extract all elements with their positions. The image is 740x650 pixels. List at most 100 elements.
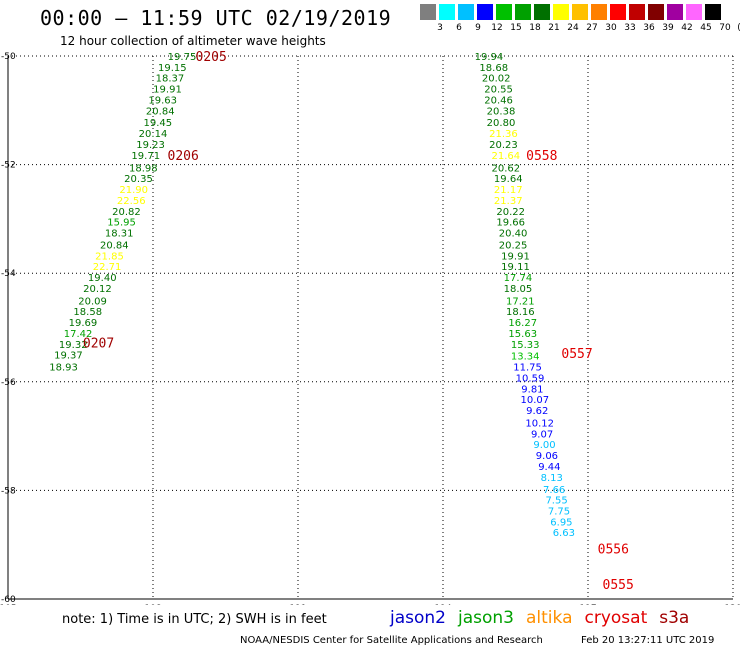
x-tick-label: 120 bbox=[724, 604, 740, 605]
swh-data-point: 20.46 bbox=[484, 95, 513, 106]
plot-grid bbox=[7, 55, 734, 600]
swh-data-point: 21.85 bbox=[95, 251, 124, 262]
scale-label: 18 bbox=[529, 23, 541, 33]
swh-data-point: 9.06 bbox=[536, 451, 558, 462]
swh-data-point: 18.05 bbox=[504, 284, 533, 295]
pass-time-label: 0206 bbox=[168, 149, 199, 164]
swh-data-point: 21.17 bbox=[494, 185, 523, 196]
swh-data-point: 21.37 bbox=[494, 196, 523, 207]
swh-data-point: 9.00 bbox=[533, 440, 555, 451]
swh-data-point: 20.14 bbox=[139, 129, 168, 140]
legend-item-jason3: jason3 bbox=[458, 608, 514, 628]
scale-swatch bbox=[667, 4, 683, 20]
swh-data-point: 20.23 bbox=[489, 140, 518, 151]
swh-data-point: 19.23 bbox=[136, 140, 165, 151]
swh-data-point: 20.09 bbox=[78, 296, 107, 307]
swh-data-point: 21.90 bbox=[119, 185, 148, 196]
chart-subtitle: 12 hour collection of altimeter wave hei… bbox=[60, 34, 326, 48]
scale-label: 45 bbox=[700, 23, 712, 33]
scale-swatch bbox=[496, 4, 512, 20]
scale-label: 6 bbox=[456, 23, 462, 33]
swh-data-point: 20.12 bbox=[83, 284, 112, 295]
scale-swatch bbox=[572, 4, 588, 20]
scale-swatch bbox=[591, 4, 607, 20]
scale-swatch bbox=[629, 4, 645, 20]
swh-data-point: 18.98 bbox=[129, 163, 158, 174]
swh-data-point: 18.37 bbox=[156, 74, 185, 85]
x-tick-label: 117 bbox=[579, 604, 596, 605]
pass-time-label: 0557 bbox=[561, 347, 592, 362]
swh-data-point: 9.62 bbox=[526, 406, 548, 417]
scale-label: 36 bbox=[643, 23, 655, 33]
scale-label: 3 bbox=[437, 23, 443, 33]
swh-data-point: 20.55 bbox=[484, 85, 513, 96]
pass-time-label: 0556 bbox=[598, 543, 629, 558]
swh-data-point: 18.93 bbox=[49, 363, 78, 374]
swh-data-point: 17.21 bbox=[506, 296, 535, 307]
swh-data-point: 20.80 bbox=[487, 118, 516, 129]
scale-label: 70 bbox=[719, 23, 731, 33]
scale-label: 15 bbox=[510, 23, 522, 33]
y-tick-label: -56 bbox=[1, 378, 16, 388]
pass-time-label: 0207 bbox=[83, 337, 114, 352]
swh-data-point: 15.95 bbox=[107, 218, 136, 229]
x-tick-label: 108 bbox=[144, 604, 161, 605]
swh-data-point: 20.38 bbox=[487, 106, 516, 117]
swh-data-point: 20.22 bbox=[496, 207, 525, 218]
plot-marks: 19.7519.1518.3719.9119.6320.8419.4520.14… bbox=[49, 50, 634, 593]
y-tick-label: -58 bbox=[1, 486, 16, 496]
swh-data-point: 17.74 bbox=[504, 273, 533, 284]
y-tick-label: -50 bbox=[1, 52, 16, 62]
swh-data-point: 21.36 bbox=[489, 129, 518, 140]
swh-data-point: 19.75 bbox=[168, 52, 197, 63]
swh-data-point: 19.91 bbox=[153, 85, 182, 96]
scale-swatch bbox=[458, 4, 474, 20]
scale-swatch bbox=[420, 4, 436, 20]
scale-swatch bbox=[610, 4, 626, 20]
legend-item-altika: altika bbox=[526, 608, 573, 628]
swh-data-point: 20.25 bbox=[499, 240, 528, 251]
swh-data-point: 7.55 bbox=[545, 496, 567, 507]
footer-note: note: 1) Time is in UTC; 2) SWH is in fe… bbox=[62, 612, 327, 627]
swh-data-point: 18.16 bbox=[506, 307, 535, 318]
swh-data-point: 6.95 bbox=[550, 517, 572, 528]
scale-label: 9 bbox=[475, 23, 481, 33]
swh-data-point: 19.40 bbox=[88, 273, 117, 284]
swh-data-point: 21.64 bbox=[492, 151, 521, 162]
swh-data-point: 19.63 bbox=[148, 95, 177, 106]
pass-time-label: 0558 bbox=[526, 149, 557, 164]
swh-data-point: 19.11 bbox=[501, 262, 530, 273]
swh-data-point: 13.34 bbox=[511, 352, 540, 363]
swh-data-point: 19.94 bbox=[475, 52, 504, 63]
scale-label: 42 bbox=[681, 23, 693, 33]
x-tick-label: 114 bbox=[434, 604, 451, 605]
x-tick-label: 105 bbox=[0, 604, 17, 605]
legend-item-jason2: jason2 bbox=[390, 608, 446, 628]
swh-data-point: 22.71 bbox=[93, 262, 122, 273]
scale-label: 33 bbox=[624, 23, 636, 33]
swh-data-point: 20.35 bbox=[124, 174, 153, 185]
scale-label: 24 bbox=[567, 23, 579, 33]
swh-data-point: 8.13 bbox=[541, 473, 563, 484]
scale-swatch bbox=[477, 4, 493, 20]
swh-data-point: 18.31 bbox=[105, 228, 134, 239]
scale-swatch bbox=[648, 4, 664, 20]
chart-title: 00:00 – 11:59 UTC 02/19/2019 bbox=[40, 6, 392, 30]
scale-swatch bbox=[534, 4, 550, 20]
altimeter-plot: 105 108 111 114 117 120 -50 -52 -54 -56 -58 -60 19.… bbox=[0, 50, 740, 605]
swh-data-point: 15.33 bbox=[511, 340, 540, 351]
swh-data-point: 20.02 bbox=[482, 74, 511, 85]
swh-data-point: 20.84 bbox=[100, 240, 129, 251]
plot-axes: 105 108 111 114 117 120 -50 -52 -54 -56 -58 -60 bbox=[0, 52, 740, 605]
swh-data-point: 18.58 bbox=[73, 307, 102, 318]
swh-data-point: 20.82 bbox=[112, 207, 141, 218]
swh-data-point: 15.63 bbox=[508, 329, 537, 340]
swh-data-point: 20.84 bbox=[146, 106, 175, 117]
scale-label: 30 bbox=[605, 23, 617, 33]
swh-data-point: 20.62 bbox=[492, 163, 521, 174]
pass-time-label: 0555 bbox=[603, 578, 634, 593]
swh-data-point: 19.64 bbox=[494, 174, 523, 185]
y-tick-label: -54 bbox=[1, 269, 16, 279]
swh-data-point: 7.75 bbox=[548, 506, 570, 517]
swh-data-point: 9.07 bbox=[531, 429, 553, 440]
